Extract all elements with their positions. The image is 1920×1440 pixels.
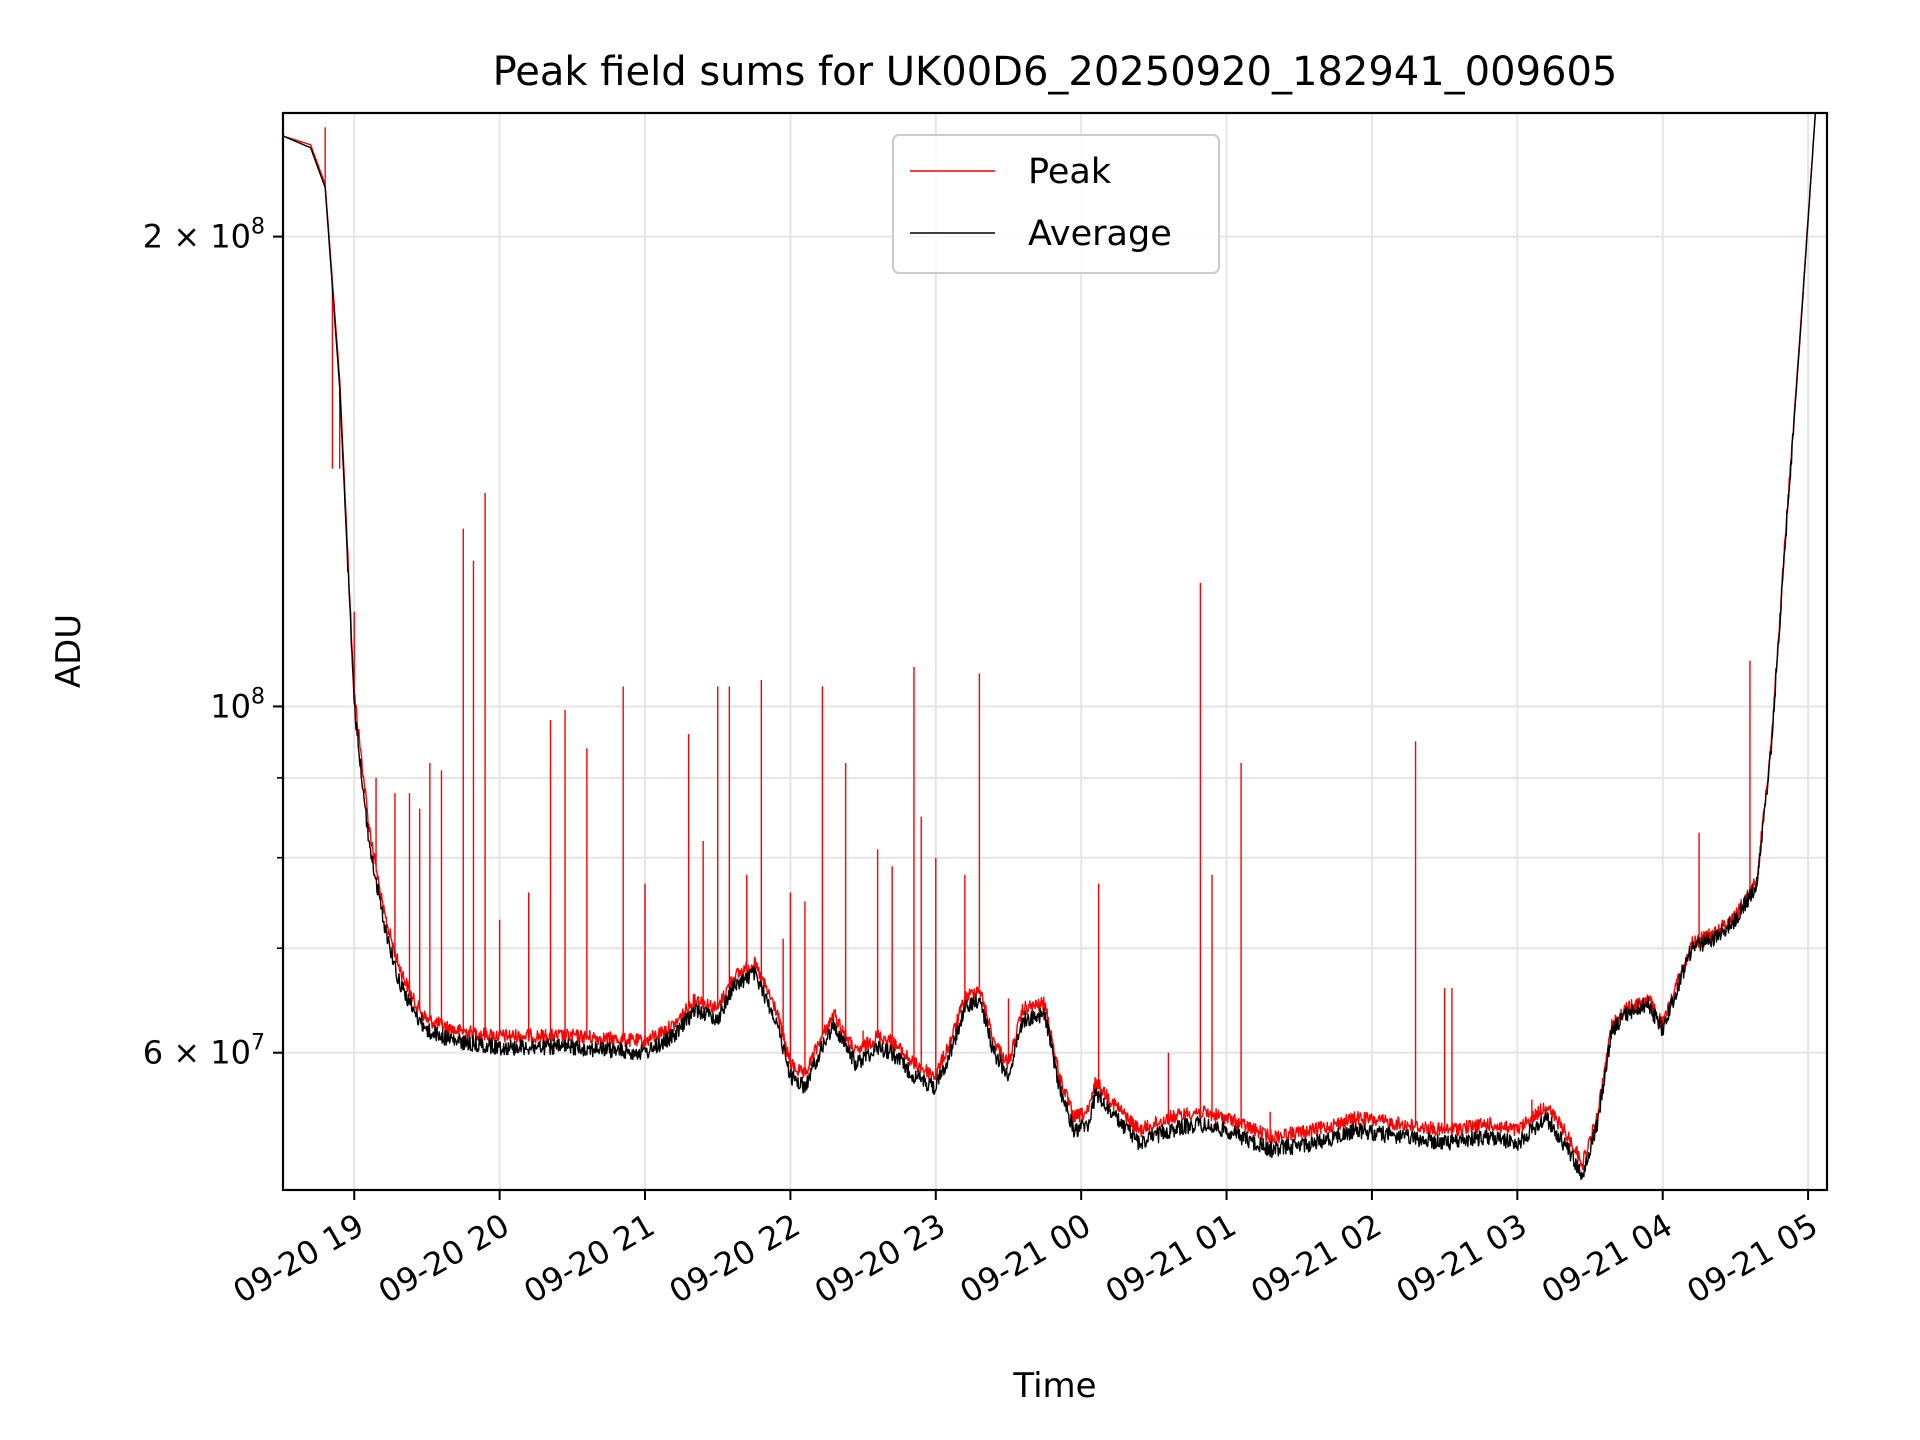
y-tick-label-exponent-0: 7 [251,1031,265,1056]
y-tick-label-base-0: 6 × 10 [143,1034,251,1072]
legend-average-label: Average [1028,214,1172,254]
y-tick-label-exponent-1: 8 [251,684,265,709]
series-lines [283,113,1817,1181]
y-tick-label-base-1: 10 [210,687,251,725]
gridlines [283,113,1827,1190]
x-tick-label-1: 09-20 20 [372,1206,516,1311]
x-tick-label-2: 09-20 21 [517,1206,661,1311]
average-series-line [283,113,1817,1181]
chart-title: Peak field sums for UK00D6_20250920_1829… [493,49,1618,95]
x-tick-label-3: 09-20 22 [663,1206,807,1311]
y-tick-label-exponent-2: 8 [251,215,265,240]
x-tick-label-6: 09-21 01 [1099,1206,1243,1311]
x-tick-label-10: 09-21 05 [1681,1206,1825,1311]
legend: Peak Average [892,134,1220,274]
x-tick-label-8: 09-21 03 [1390,1206,1534,1311]
x-tick-label-5: 09-21 00 [954,1206,1098,1311]
legend-box [892,134,1220,274]
y-tick-label-1: 108 [210,684,265,725]
plot-frame [281,111,1829,1192]
x-tick-label-9: 09-21 04 [1535,1206,1679,1311]
y-axis-label: ADU [49,614,89,688]
y-tick-label-base-2: 2 × 10 [143,218,251,256]
legend-peak-label: Peak [1028,152,1112,192]
y-tick-label-2: 2 × 108 [143,215,265,256]
x-tick-label-0: 09-20 19 [227,1206,371,1311]
x-tick-label-7: 09-21 02 [1244,1206,1388,1311]
x-tick-label-4: 09-20 23 [808,1206,952,1311]
x-axis-label: Time [1012,1366,1096,1406]
y-tick-label-0: 6 × 107 [143,1031,265,1072]
